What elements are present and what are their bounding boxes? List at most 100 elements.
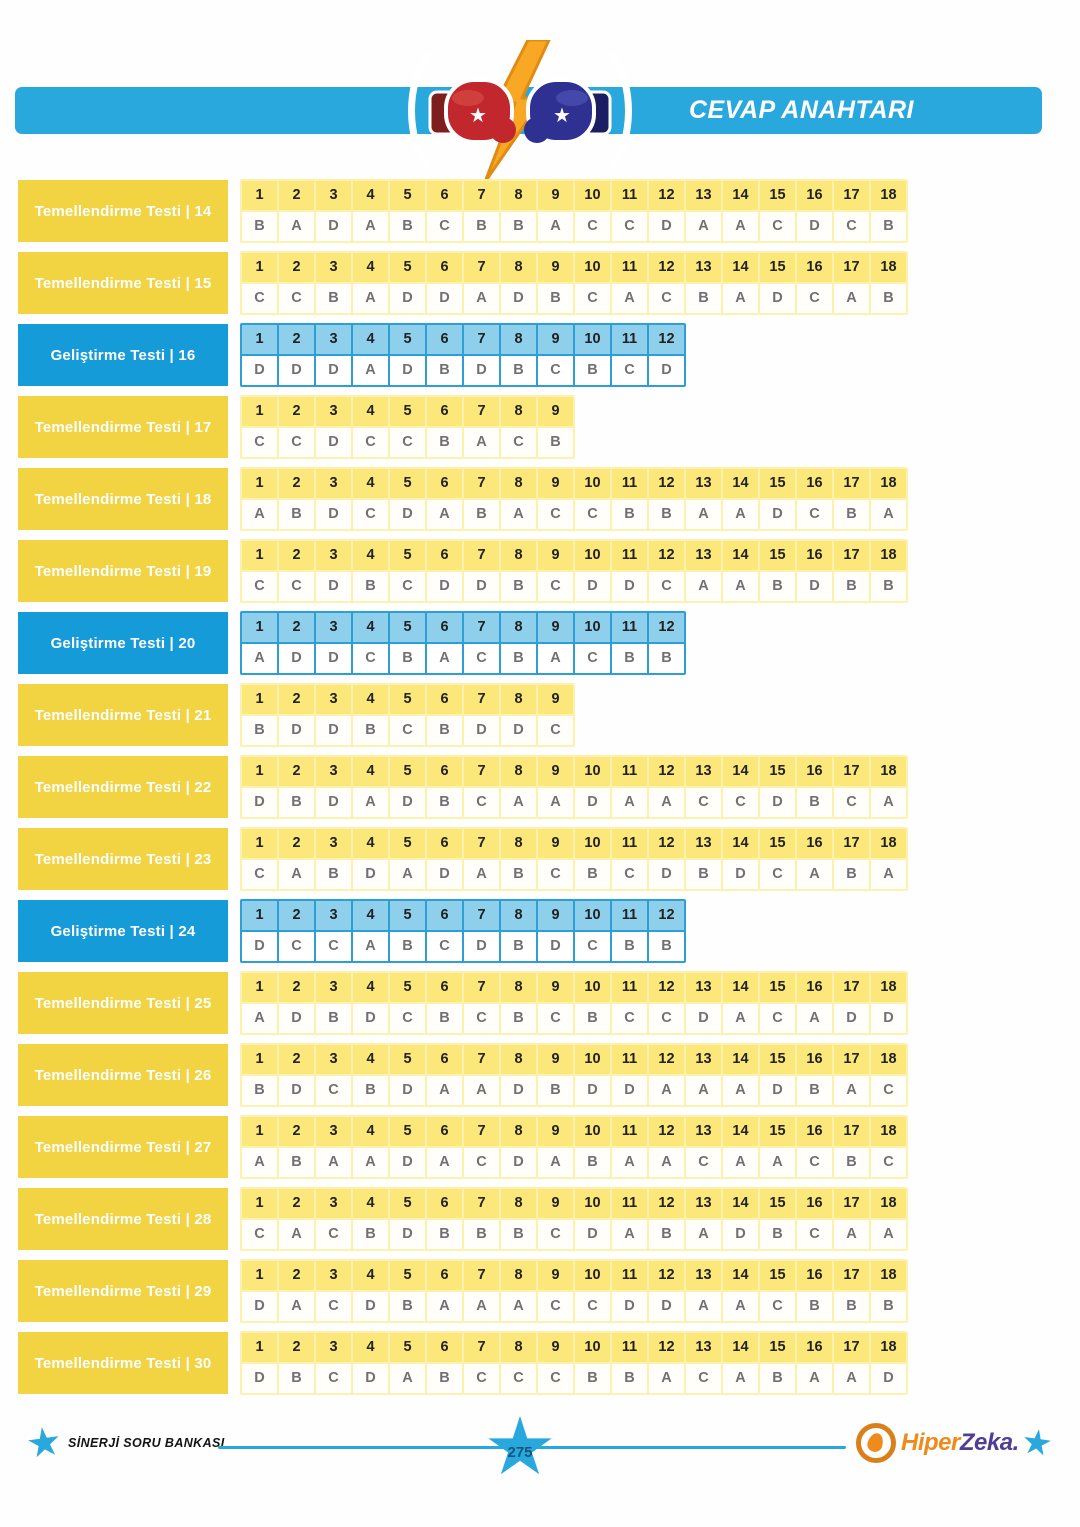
answer-cell: C xyxy=(501,1364,536,1393)
question-number: 5 xyxy=(390,829,425,858)
answer-cell: D xyxy=(649,356,684,385)
question-number: 2 xyxy=(279,469,314,498)
answer-cell: D xyxy=(242,1292,277,1321)
answer-cell: A xyxy=(649,1364,684,1393)
answer-cell: D xyxy=(760,284,795,313)
question-number: 3 xyxy=(316,397,351,426)
answer-cell: C xyxy=(316,932,351,961)
answer-cell: C xyxy=(353,500,388,529)
question-number: 6 xyxy=(427,469,462,498)
answer-cell: C xyxy=(427,212,462,241)
question-number: 8 xyxy=(501,757,536,786)
question-number: 9 xyxy=(538,253,573,282)
question-number: 13 xyxy=(686,541,721,570)
answer-cell: C xyxy=(279,932,314,961)
question-number: 15 xyxy=(760,541,795,570)
answer-cell: C xyxy=(316,1220,351,1249)
question-number: 8 xyxy=(501,973,536,1002)
question-number: 4 xyxy=(353,685,388,714)
answer-cell: C xyxy=(538,500,573,529)
question-number: 16 xyxy=(797,181,832,210)
test-row: Geliştirme Testi | 20 1 A 2 D 3 D 4 C 5 B 6 A 7 C 8 B 9 A 1… xyxy=(18,611,1062,675)
answer-cell: B xyxy=(797,788,832,817)
answer-cell: D xyxy=(464,356,499,385)
question-number: 1 xyxy=(242,685,277,714)
question-number: 10 xyxy=(575,829,610,858)
svg-text:★: ★ xyxy=(469,103,487,127)
question-number: 7 xyxy=(464,469,499,498)
question-number: 4 xyxy=(353,1189,388,1218)
question-number: 9 xyxy=(538,829,573,858)
test-label: Temellendirme Testi | 25 xyxy=(18,972,228,1034)
answer-cell: C xyxy=(316,1292,351,1321)
answer-cell: B xyxy=(279,788,314,817)
answer-cell: A xyxy=(242,644,277,673)
answer-cell: D xyxy=(316,500,351,529)
answer-cell: C xyxy=(501,428,536,457)
page-title: CEVAP ANAHTARI xyxy=(688,96,914,124)
question-number: 1 xyxy=(242,397,277,426)
answer-cell: A xyxy=(797,1004,832,1033)
question-number: 1 xyxy=(242,829,277,858)
question-number: 16 xyxy=(797,541,832,570)
answer-cell: D xyxy=(464,572,499,601)
question-number: 13 xyxy=(686,469,721,498)
question-number: 2 xyxy=(279,757,314,786)
question-number: 2 xyxy=(279,1117,314,1146)
question-number: 12 xyxy=(649,469,684,498)
answer-cell: C xyxy=(834,788,869,817)
question-number: 5 xyxy=(390,901,425,930)
question-number: 7 xyxy=(464,901,499,930)
answer-cell: B xyxy=(871,284,906,313)
answer-cell: B xyxy=(464,500,499,529)
answer-cell: A xyxy=(464,860,499,889)
answer-cell: D xyxy=(316,644,351,673)
question-number: 7 xyxy=(464,973,499,1002)
answer-cell: C xyxy=(575,284,610,313)
answer-cell: D xyxy=(279,1076,314,1105)
answer-cell: D xyxy=(390,1148,425,1177)
answer-cell: B xyxy=(649,644,684,673)
test-row: Temellendirme Testi | 14 1 B 2 A 3 D 4 A 5 B 6 C 7 B 8 B… xyxy=(18,179,1062,243)
question-number: 10 xyxy=(575,757,610,786)
question-number: 2 xyxy=(279,253,314,282)
answer-cell: A xyxy=(464,428,499,457)
answer-cell: A xyxy=(797,1364,832,1393)
question-number: 7 xyxy=(464,181,499,210)
question-number: 2 xyxy=(279,181,314,210)
answer-cell: D xyxy=(353,860,388,889)
answer-cell: A xyxy=(686,1292,721,1321)
question-number: 15 xyxy=(760,973,795,1002)
answer-cell: B xyxy=(390,212,425,241)
answer-cell: B xyxy=(575,860,610,889)
question-number: 15 xyxy=(760,253,795,282)
question-number: 10 xyxy=(575,1045,610,1074)
question-number: 11 xyxy=(612,1189,647,1218)
question-number: 1 xyxy=(242,181,277,210)
answer-cell: D xyxy=(316,572,351,601)
question-number: 3 xyxy=(316,1189,351,1218)
question-number: 13 xyxy=(686,757,721,786)
question-number: 4 xyxy=(353,397,388,426)
answer-cell: B xyxy=(649,500,684,529)
question-number: 14 xyxy=(723,829,758,858)
question-number: 14 xyxy=(723,1117,758,1146)
test-row: Temellendirme Testi | 17 1 C 2 C 3 D 4 C 5 C 6 B 7 A 8 C… xyxy=(18,395,1062,459)
question-number: 5 xyxy=(390,1189,425,1218)
question-number: 1 xyxy=(242,1189,277,1218)
hiperzeka-logo: Hiper Zeka. xyxy=(856,1423,1051,1463)
answer-cell: D xyxy=(353,1004,388,1033)
question-number: 4 xyxy=(353,1045,388,1074)
answer-cell: B xyxy=(279,500,314,529)
answer-cell: A xyxy=(538,212,573,241)
answer-cell: C xyxy=(390,716,425,745)
answer-cell: B xyxy=(612,1364,647,1393)
answer-cell: D xyxy=(390,284,425,313)
question-number: 11 xyxy=(612,181,647,210)
page-number: 275 xyxy=(507,1443,533,1461)
answer-cell: A xyxy=(464,1292,499,1321)
answer-cell: D xyxy=(279,356,314,385)
answer-cell: C xyxy=(649,1004,684,1033)
answer-cell: A xyxy=(464,284,499,313)
answer-cell: C xyxy=(575,1292,610,1321)
